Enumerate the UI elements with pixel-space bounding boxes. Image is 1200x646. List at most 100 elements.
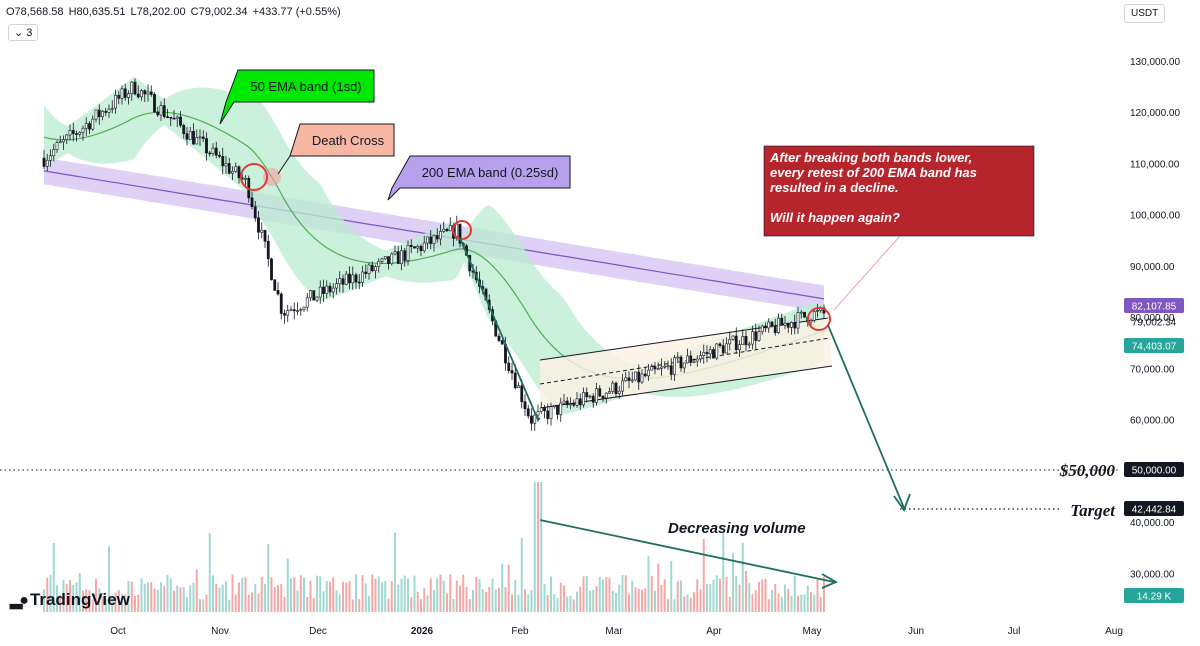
projection-arrow	[827, 324, 905, 509]
volume-bar	[238, 582, 240, 612]
volume-bar	[537, 482, 539, 612]
volume-bar	[761, 579, 764, 612]
volume-bar	[348, 580, 351, 612]
volume-bar	[439, 574, 442, 612]
volume-bar	[114, 592, 117, 612]
volume-bar	[481, 589, 484, 612]
volume-bars	[43, 482, 825, 612]
volume-bar	[124, 594, 127, 612]
volume-bar	[712, 579, 715, 612]
volume-bar	[751, 594, 754, 612]
candle-body	[712, 349, 715, 359]
candle-body	[110, 107, 114, 110]
candle-body	[682, 362, 686, 369]
candle-body	[578, 398, 582, 406]
ema200-callout	[387, 155, 571, 201]
candle-body	[198, 136, 202, 139]
volume-bar	[387, 598, 390, 612]
volume-bar	[667, 599, 669, 612]
candle-body	[387, 256, 390, 264]
candle-body	[419, 246, 423, 252]
volume-bar	[732, 553, 734, 612]
volume-bar	[423, 588, 426, 612]
candle-body	[104, 111, 108, 113]
volume-bar	[329, 581, 331, 612]
candle-body	[153, 94, 156, 113]
volume-bar	[273, 586, 276, 612]
candle-body	[780, 317, 784, 326]
volume-bar	[247, 594, 250, 612]
volume-bar	[621, 575, 624, 612]
candle-body	[149, 91, 153, 95]
volume-bar	[719, 578, 721, 612]
candle-body	[552, 404, 556, 408]
volume-bar	[215, 583, 218, 612]
death-cross-highlight	[263, 168, 281, 186]
candle-body	[88, 123, 91, 130]
volume-bar	[293, 577, 296, 612]
volume-bar	[332, 577, 335, 612]
volume-bar	[117, 589, 120, 612]
candle-body	[354, 274, 358, 283]
volume-bar	[140, 578, 143, 612]
volume-trend-arrow-head	[821, 573, 839, 589]
tradingview-logo-icon: ▂●	[10, 592, 29, 609]
candle-body	[595, 388, 598, 403]
volume-bar	[631, 580, 634, 612]
price-tick-label: 70,000.00	[1130, 364, 1175, 375]
volume-bar	[465, 587, 468, 612]
candle-body	[426, 236, 429, 244]
volume-bar	[670, 560, 673, 612]
volume-bar	[251, 592, 253, 612]
volume-bar	[478, 579, 481, 612]
candle-body	[325, 285, 329, 294]
retest-circle	[452, 220, 472, 240]
volume-bar	[381, 582, 383, 612]
volume-bar	[738, 584, 741, 612]
candle-body	[78, 132, 82, 135]
candle-body	[705, 352, 709, 355]
candle-body	[572, 403, 576, 406]
volume-bar	[524, 589, 526, 612]
volume-bar	[767, 599, 770, 612]
volume-bar	[277, 584, 279, 612]
volume-bar	[270, 577, 273, 612]
candle-body	[708, 349, 712, 355]
time-tick-label: Aug	[1105, 626, 1123, 637]
price-tag-label: 82,107.85	[1132, 302, 1177, 313]
candle-body	[71, 130, 75, 134]
candle-body	[227, 163, 231, 174]
volume-bar	[774, 583, 777, 612]
candle-body	[270, 258, 273, 281]
volume-bar	[121, 594, 123, 612]
retest-circle	[240, 163, 268, 191]
volume-bar	[254, 584, 257, 612]
volume-bar	[546, 594, 549, 612]
volume-bar	[338, 594, 341, 612]
time-tick-label: Apr	[706, 626, 722, 637]
volume-bar	[533, 482, 536, 612]
interval-selector[interactable]: ⌄ 3	[8, 24, 39, 41]
candle-body	[721, 345, 725, 354]
candle-body	[432, 235, 436, 244]
volume-bar	[429, 578, 432, 612]
volume-bar	[296, 590, 299, 612]
candle-body	[133, 81, 137, 95]
volume-bar	[494, 589, 497, 612]
volume-bar	[82, 590, 84, 612]
price-tick-label: 60,000.00	[1130, 416, 1175, 427]
channel-lower-line	[539, 365, 833, 409]
candle-body	[413, 246, 416, 249]
candle-body	[224, 163, 228, 167]
candle-body	[816, 310, 819, 312]
volume-bar	[689, 597, 692, 612]
volume-bar	[225, 581, 227, 612]
volume-bar	[377, 576, 380, 612]
price-tag-bg	[1124, 338, 1184, 353]
candle-body	[614, 382, 618, 394]
candle-body	[218, 154, 221, 157]
currency-button[interactable]: USDT	[1124, 4, 1166, 23]
time-tick-label: Nov	[211, 626, 229, 637]
candle-body	[94, 109, 98, 120]
